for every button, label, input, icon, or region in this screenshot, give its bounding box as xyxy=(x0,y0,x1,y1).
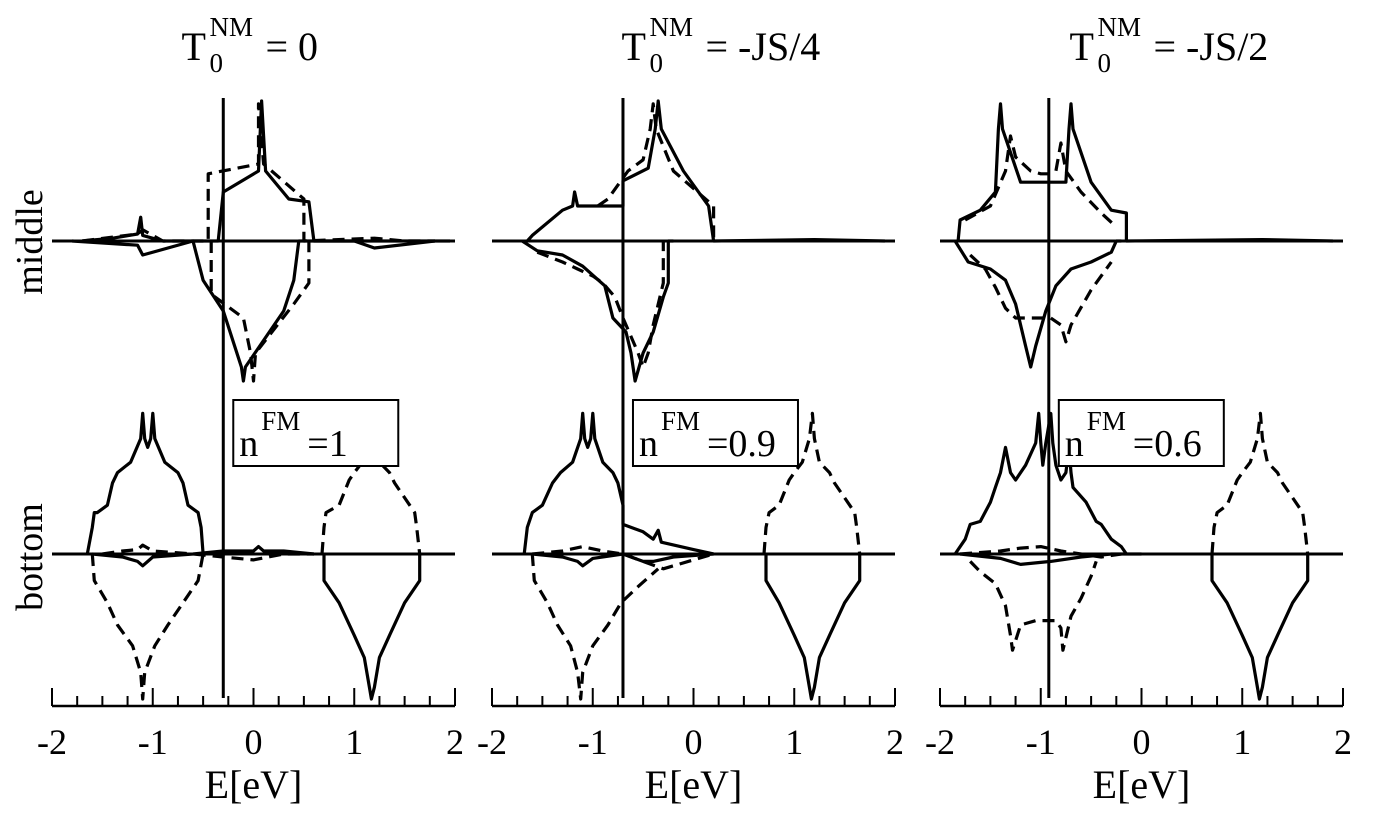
dos-curve-dashed-4 xyxy=(959,544,1122,559)
column-title-value: = 0 xyxy=(266,24,319,69)
dos-curve-dashed-2 xyxy=(1210,411,1310,555)
dos-curve-dashed-4 xyxy=(209,241,311,383)
x-tick-label: -2 xyxy=(477,722,507,762)
x-tick-label: 1 xyxy=(785,722,803,762)
x-axis-label: E[eV] xyxy=(205,762,303,807)
x-axis: -2 -1 0 1 2 E[eV] xyxy=(477,688,904,807)
column-title-superscript: NM xyxy=(210,12,254,42)
dos-curve-solid-1 xyxy=(522,411,714,556)
dos-curve-solid-3 xyxy=(953,239,1122,369)
x-tick-label: 2 xyxy=(1334,722,1352,762)
x-tick-label: 2 xyxy=(886,722,904,762)
x-axis-label: E[eV] xyxy=(645,762,743,807)
column-title-subscript: 0 xyxy=(650,48,664,78)
panels: T NM0 = 0-2 -1 0 1 2E[eV]nFM=1T NM0 = -JS/4-2 -1 0… xyxy=(37,12,1352,807)
column-title: T NM 0 = 0 xyxy=(182,12,319,78)
x-tick-label: -1 xyxy=(578,722,608,762)
dos-curve-solid-1 xyxy=(82,99,450,243)
dos-curve-solid-3 xyxy=(532,552,714,568)
dos-curve-solid-3 xyxy=(71,239,435,383)
x-axis: -2 -1 0 1 2 E[eV] xyxy=(37,688,464,807)
legend-value: =0.9 xyxy=(707,423,776,465)
column-title-symbol: T xyxy=(1070,24,1094,69)
x-tick-label: -1 xyxy=(1026,722,1056,762)
legend-box: nFM=1 xyxy=(232,399,400,467)
legend-symbol: n xyxy=(639,423,658,465)
column-title-superscript: NM xyxy=(650,12,694,42)
x-tick-label: 2 xyxy=(446,722,464,762)
legend-value: =0.6 xyxy=(1133,423,1202,465)
legend-value: =1 xyxy=(307,423,347,465)
x-tick-label: 0 xyxy=(245,722,263,762)
dos-curve-solid-5 xyxy=(1210,554,1310,701)
dos-curve-dashed-4 xyxy=(532,544,715,571)
legend-box: nFM=0.9 xyxy=(631,399,799,467)
panel-middle xyxy=(940,102,1343,369)
x-axis-label: E[eV] xyxy=(1093,762,1191,807)
panel-column-3: T NM 0 = -JS/2 -2 -1 0 1 2 E[eV] nFM=0.6 xyxy=(925,12,1352,807)
legend-box-frame xyxy=(232,399,400,467)
legend-symbol: n xyxy=(239,423,258,465)
dos-curve-solid-5 xyxy=(322,554,422,701)
legend-symbol: n xyxy=(1065,423,1084,465)
row-label-bottom: bottom xyxy=(9,503,51,611)
column-title: T NM 0 = -JS/2 xyxy=(1070,12,1269,78)
dos-curve-dashed-6 xyxy=(969,560,1098,652)
dos-curve-solid-5 xyxy=(764,554,862,701)
dos-curve-dashed-2 xyxy=(81,102,435,243)
x-tick-label: -2 xyxy=(37,722,67,762)
panel-bottom xyxy=(492,411,895,701)
x-tick-label: 1 xyxy=(1233,722,1251,762)
column-title-subscript: 0 xyxy=(1098,48,1112,78)
dos-curve-solid-1 xyxy=(85,411,205,555)
dos-curve-dashed-6 xyxy=(530,553,660,701)
panel-middle xyxy=(492,99,895,383)
legend-box-frame xyxy=(1057,399,1225,467)
x-tick-label: -1 xyxy=(138,722,168,762)
legend-superscript: FM xyxy=(261,406,300,436)
dos-curve-solid-1 xyxy=(526,99,885,243)
column-title-value: = -JS/4 xyxy=(706,24,821,69)
legend-superscript: FM xyxy=(1087,406,1126,436)
panel-column-1: T NM 0 = 0 -2 -1 0 1 2 E[eV] nFM=1 xyxy=(37,12,464,807)
row-labels: middle bottom xyxy=(9,189,51,611)
dos-curve-solid-1 xyxy=(956,102,1333,243)
x-tick-label: 0 xyxy=(685,722,703,762)
dos-curve-solid-3 xyxy=(92,544,315,568)
panel-middle xyxy=(52,99,455,383)
column-title: T NM 0 = -JS/4 xyxy=(622,12,821,78)
legend-superscript: FM xyxy=(661,406,700,436)
x-tick-label: -2 xyxy=(925,722,955,762)
legend-box-frame xyxy=(631,399,799,467)
dos-curve-dashed-4 xyxy=(536,241,665,369)
dos-curve-dashed-6 xyxy=(90,553,205,701)
column-title-symbol: T xyxy=(182,24,206,69)
x-tick-label: 0 xyxy=(1133,722,1151,762)
dos-curve-dashed-2 xyxy=(596,102,716,241)
column-title-symbol: T xyxy=(622,24,646,69)
column-title-superscript: NM xyxy=(1098,12,1142,42)
panel-bottom xyxy=(940,411,1343,701)
row-label-middle: middle xyxy=(9,189,51,295)
dos-curve-solid-3 xyxy=(521,239,674,383)
dos-curve-dashed-2 xyxy=(964,134,1118,229)
panel-column-2: T NM 0 = -JS/4 -2 -1 0 1 2 E[eV] nFM=0.9 xyxy=(477,12,904,807)
dos-curve-dashed-4 xyxy=(102,543,314,562)
x-axis: -2 -1 0 1 2 E[eV] xyxy=(925,688,1352,807)
dos-curve-dashed-4 xyxy=(969,253,1113,344)
dos-curve-solid-1 xyxy=(953,411,1128,555)
legend-box: nFM=0.6 xyxy=(1057,399,1225,467)
column-title-subscript: 0 xyxy=(210,48,224,78)
x-tick-label: 1 xyxy=(345,722,363,762)
dos-curve-dashed-2 xyxy=(762,411,862,555)
column-title-value: = -JS/2 xyxy=(1154,24,1269,69)
